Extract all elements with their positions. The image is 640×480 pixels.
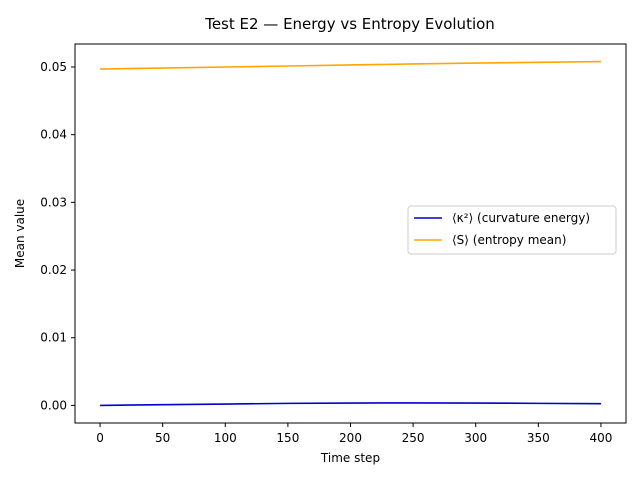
legend-box	[407, 205, 617, 255]
plot-area	[100, 60, 601, 407]
y-axis: 0.00 0.01 0.02 0.03 0.04 0.05	[40, 60, 75, 412]
legend-label: ⟨S⟩ (entropy mean)	[452, 233, 566, 247]
x-tick-label: 0	[96, 431, 104, 445]
x-tick-label: 300	[464, 431, 487, 445]
x-tick-label: 350	[527, 431, 550, 445]
chart-title: Test E2 — Energy vs Entropy Evolution	[204, 15, 495, 33]
legend: ⟨κ²⟩ (curvature energy) ⟨S⟩ (entropy mean…	[407, 205, 617, 255]
y-axis-label: Mean value	[13, 199, 27, 268]
y-tick-label: 0.00	[40, 398, 67, 412]
legend-label: ⟨κ²⟩ (curvature energy)	[452, 211, 590, 225]
series-line-2	[100, 60, 601, 70]
x-tick-label: 150	[276, 431, 299, 445]
x-axis: 0 50 100 150 200 250 300 350 400	[96, 423, 612, 445]
x-tick-label: 400	[590, 431, 613, 445]
series-line-1	[100, 402, 601, 407]
y-tick-label: 0.02	[40, 263, 67, 277]
y-tick-label: 0.04	[40, 128, 67, 142]
y-tick-label: 0.03	[40, 195, 67, 209]
y-tick-label: 0.01	[40, 331, 67, 345]
x-tick-label: 200	[339, 431, 362, 445]
y-tick-label: 0.05	[40, 60, 67, 74]
x-tick-label: 50	[155, 431, 170, 445]
x-axis-label: Time step	[320, 451, 380, 465]
x-tick-label: 250	[402, 431, 425, 445]
x-tick-label: 100	[214, 431, 237, 445]
